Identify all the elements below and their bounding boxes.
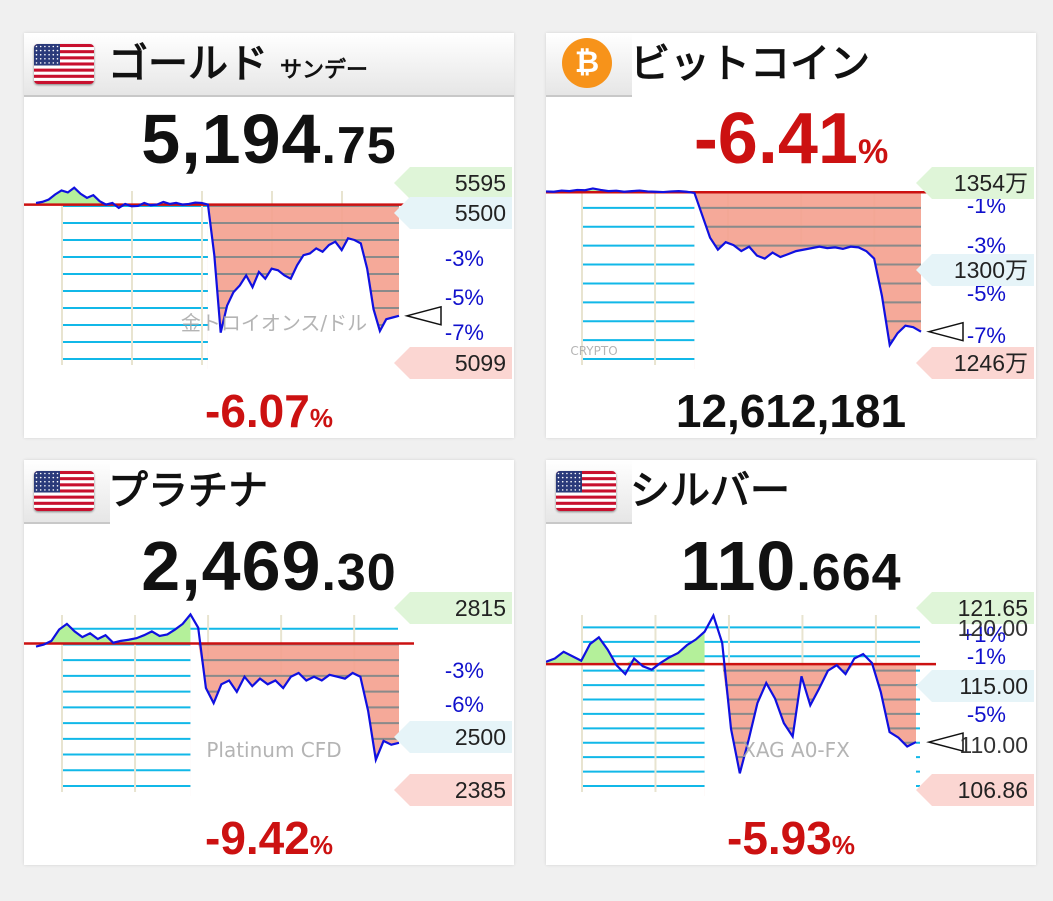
platinum-title: プラチナ [108, 468, 268, 514]
price-label-high: 5595 [455, 170, 506, 196]
bitcoin-title: ビットコイン [630, 41, 870, 87]
price-label-tick: 120.00 [958, 615, 1028, 641]
gold-price: 5,194.75 [141, 100, 397, 178]
gain-area [36, 187, 208, 205]
silver-panel[interactable]: XAG A0-FX+1%-1%-3%-5%121.65120.00115.001… [546, 460, 1036, 865]
below-line-mask [704, 664, 916, 796]
price-label-tick: 110.00 [959, 732, 1028, 758]
pct-axis-label: -6% [445, 692, 484, 717]
below-line-mask [694, 192, 921, 369]
pct-axis-label: -3% [445, 658, 484, 683]
us-flag-icon [34, 471, 94, 511]
price-label-low: 1246万 [954, 350, 1028, 376]
price-label-bg [394, 167, 512, 199]
gain-area [36, 614, 191, 644]
price-label-bg [916, 592, 1034, 624]
price-label-high: 121.65 [958, 595, 1028, 621]
pct-axis-label: -5% [445, 285, 484, 310]
pct-axis-label: -5% [967, 702, 1006, 727]
silver-title-bar: シルバー [546, 460, 1036, 524]
price-label-bg [916, 774, 1034, 806]
price-line [35, 612, 400, 764]
silver-chart: XAG A0-FX+1%-1%-3%-5%121.65120.00115.001… [546, 592, 1034, 806]
silver-change-pct: -5.93% [727, 812, 855, 864]
below-line-mask [207, 204, 399, 369]
current-price-marker [926, 732, 964, 753]
price-label-low: 106.86 [958, 777, 1028, 803]
price-label-mid: 1300万 [954, 257, 1028, 283]
chart-watermark: XAG A0-FX [742, 738, 850, 762]
price-line [546, 612, 917, 774]
price-label-bg [394, 347, 512, 379]
bitcoin-price: 12,612,181 [675, 385, 907, 437]
pct-axis-label: +1% [961, 622, 1006, 647]
bitcoin-title-bar: ₿ ビットコイン [546, 33, 1036, 97]
current-price-marker [926, 321, 964, 342]
pct-axis-label: -3% [967, 233, 1006, 258]
price-label-bg [394, 774, 512, 806]
price-line [546, 187, 922, 349]
silver-title: シルバー [630, 468, 790, 514]
price-label-mid: 5500 [455, 200, 506, 226]
platinum-title-bar: プラチナ [24, 460, 514, 524]
price-label-low: 5099 [455, 350, 506, 376]
price-line [35, 186, 400, 334]
chart-watermark: Platinum CFD [206, 738, 341, 762]
us-flag-icon [34, 44, 94, 84]
price-label-bg [394, 592, 512, 624]
platinum-price: 2,469.30 [141, 527, 397, 605]
price-label-low: 2385 [455, 777, 506, 803]
price-label-bg [916, 347, 1034, 379]
chart-watermark: CRYPTO [570, 344, 617, 358]
price-label-high: 1354万 [954, 170, 1028, 196]
silver-price: 110.664 [680, 527, 902, 605]
pct-axis-label: -3% [445, 246, 484, 271]
gold-title-bar: ゴールド サンデー [24, 33, 514, 97]
pct-axis-label: -1% [967, 644, 1006, 669]
pct-axis-label: -7% [445, 320, 484, 345]
price-label-mid: 2500 [455, 724, 506, 750]
platinum-change-pct: -9.42% [205, 812, 333, 864]
us-flag-icon [556, 471, 616, 511]
price-label-bg [916, 670, 1034, 702]
price-label-bg [394, 721, 512, 753]
price-label-high: 2815 [455, 595, 506, 621]
chart-watermark: 金トロイオンス/ドル [181, 311, 367, 335]
bitcoin-change-pct: -6.41% [693, 99, 889, 179]
price-label-bg [916, 254, 1034, 286]
pct-axis-label: -7% [967, 323, 1006, 348]
price-label-mid: 115.00 [959, 673, 1028, 699]
current-price-marker [404, 305, 442, 326]
gain-area [546, 631, 705, 665]
price-label-bg [916, 167, 1034, 199]
bitcoin-icon: ₿ [562, 38, 612, 88]
gold-change-pct: -6.07% [205, 385, 333, 437]
gold-subtitle: サンデー [280, 58, 369, 83]
gold-title: ゴールド サンデー [108, 41, 369, 87]
bitcoin-panel[interactable]: CRYPTO -1% -3% -5% -7% 1354万 1300万 1246万 ₿ ビットコ… [546, 33, 1036, 438]
price-label-bg [394, 197, 512, 229]
